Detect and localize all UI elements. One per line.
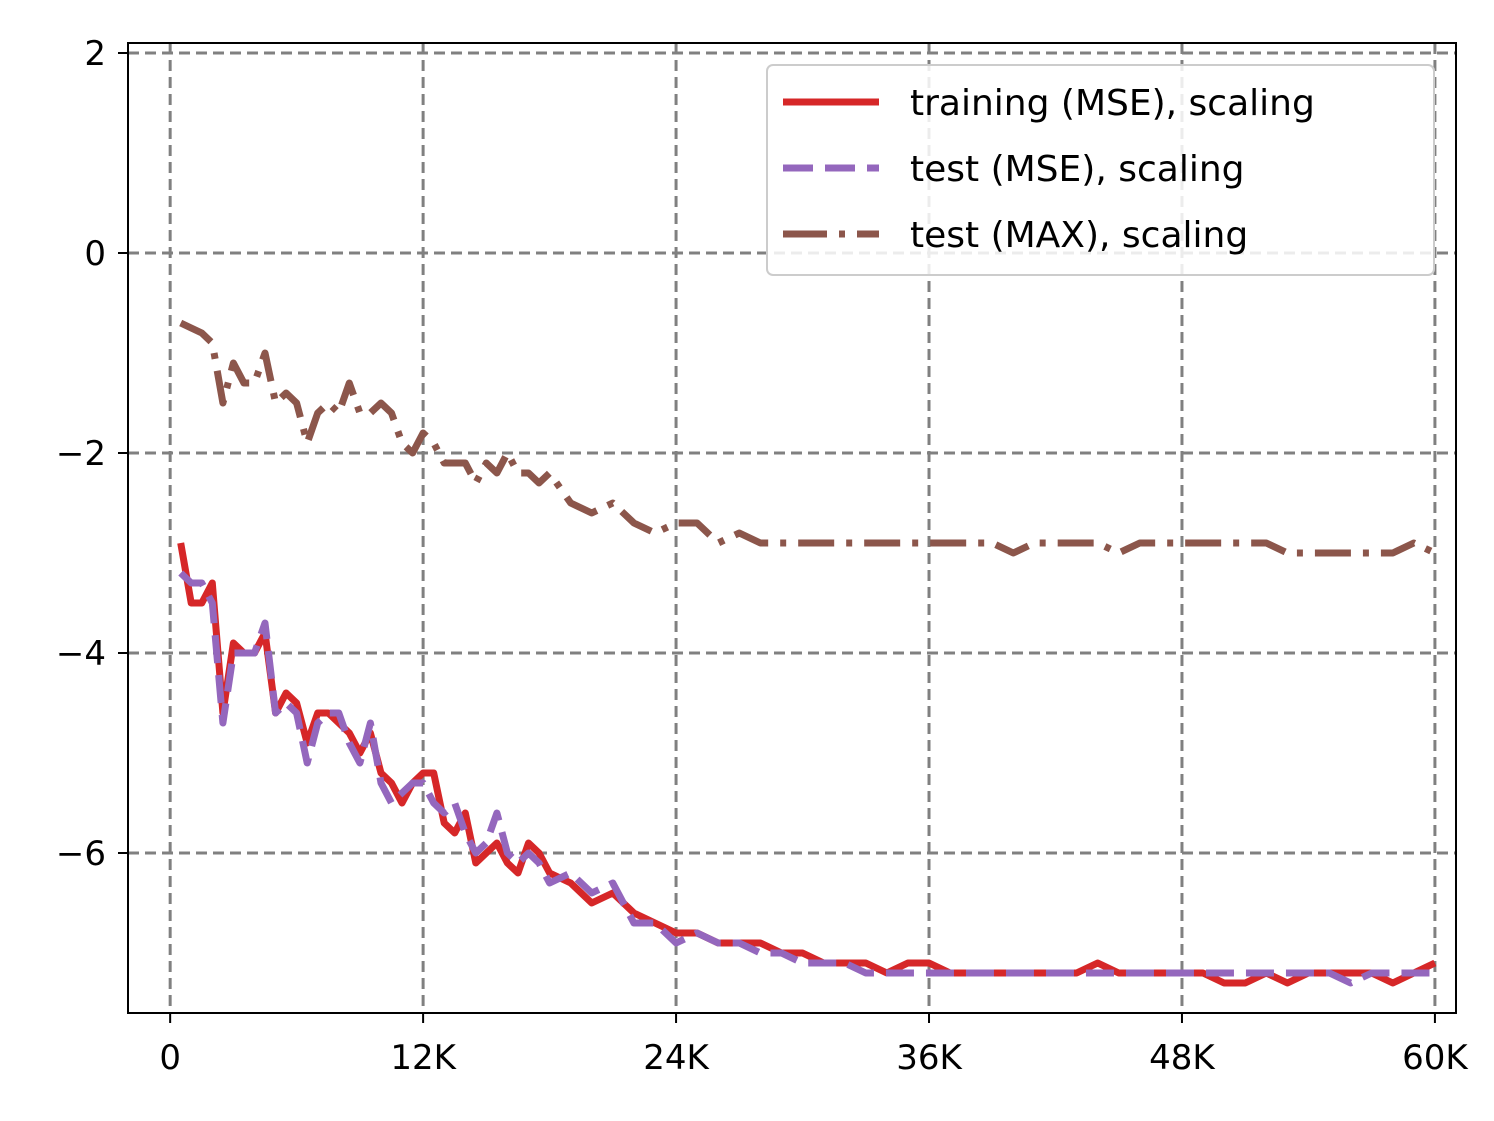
legend-label-2: test (MSE), scaling bbox=[910, 149, 1245, 190]
y-tick-label: −4 bbox=[56, 634, 106, 674]
series-line-3 bbox=[179, 319, 1437, 557]
y-tick-label: −2 bbox=[56, 434, 106, 474]
grid bbox=[128, 43, 1456, 1013]
x-tick-label: 24K bbox=[643, 1038, 710, 1078]
plot-frame bbox=[127, 42, 1457, 1014]
x-tick-label: 12K bbox=[390, 1038, 457, 1078]
x-tick-label: 60K bbox=[1402, 1038, 1469, 1078]
legend-box bbox=[766, 64, 1435, 276]
y-tick-label: −6 bbox=[56, 834, 106, 874]
axis-ticks: 0 12K 24K 36K 48K 60K 2 0 −2 −4 −6 bbox=[56, 34, 1470, 1078]
y-tick-label: 2 bbox=[84, 34, 106, 74]
x-tick-label: 0 bbox=[159, 1038, 181, 1078]
series-line-2 bbox=[178, 570, 1435, 987]
series-group bbox=[177, 319, 1437, 987]
x-tick-label: 48K bbox=[1149, 1038, 1216, 1078]
y-tick-label: 0 bbox=[84, 234, 106, 274]
legend: training (MSE), scaling test (MSE), scali… bbox=[766, 64, 1435, 276]
x-tick-label: 36K bbox=[896, 1038, 963, 1078]
legend-label-3: test (MAX), scaling bbox=[910, 215, 1248, 256]
legend-label-1: training (MSE), scaling bbox=[910, 83, 1315, 124]
